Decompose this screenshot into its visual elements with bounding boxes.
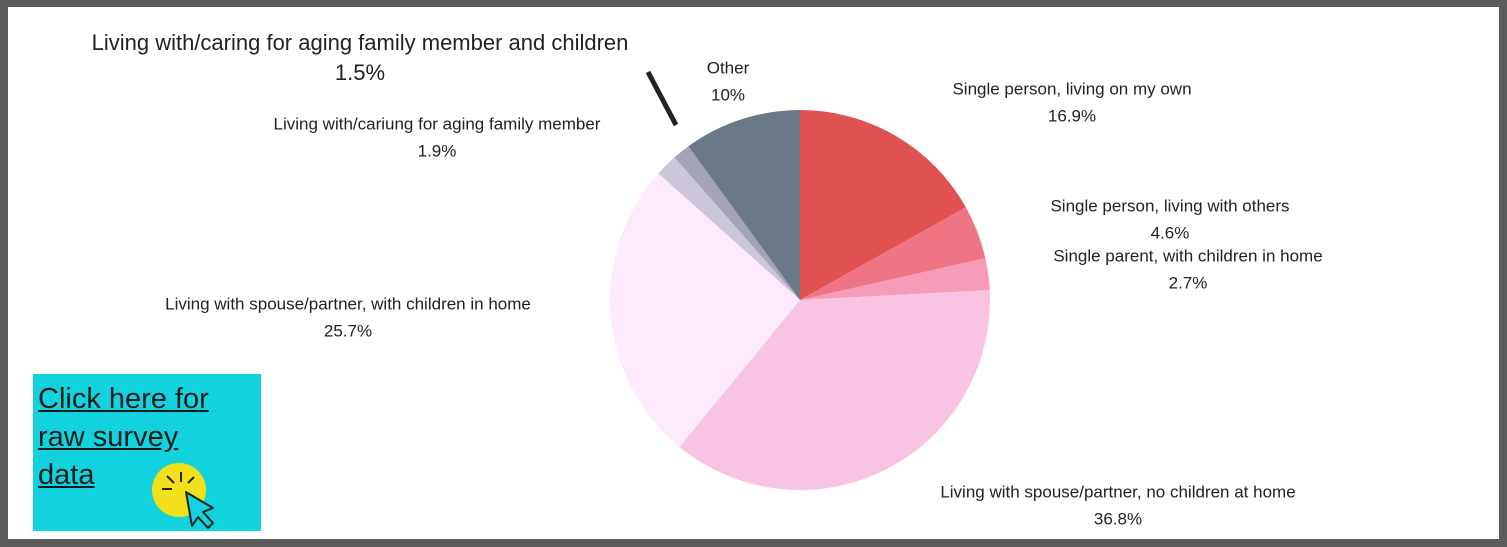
slice-value: 25.7% [324,321,372,340]
slice-value: 1.9% [418,141,457,160]
click-icon [152,463,214,529]
pie-slice [800,207,986,300]
pie-slice [800,258,990,300]
link-text[interactable]: Click here for raw survey data [38,383,209,491]
leader-line [645,70,679,127]
slice-label: Other [707,58,750,77]
pie-slice [610,173,800,447]
slice-value: 2.7% [1169,273,1208,292]
slice-value: 1.5% [335,60,385,85]
slice-label: Single parent, with children in home [1053,246,1322,265]
slice-label: Single person, living with others [1050,196,1289,215]
slice-label: Living with/caring for aging family memb… [92,30,629,55]
slice-label: Single person, living on my own [952,79,1191,98]
pie-slice [688,110,800,300]
pie-slice [658,157,800,300]
slice-value: 16.9% [1048,106,1096,125]
pie-slice [800,110,966,300]
pie-slice [679,290,990,491]
slice-label: Living with/cariung for aging family mem… [274,114,601,133]
slice-value: 10% [711,85,745,104]
slice-value: 36.8% [1094,509,1142,528]
raw-data-link[interactable]: Click here for raw survey data [33,374,261,531]
pie-slice [674,146,800,300]
slice-label: Living with spouse/partner, no children … [940,482,1295,501]
slice-label: Living with spouse/partner, with childre… [165,294,531,313]
slice-value: 4.6% [1151,223,1190,242]
